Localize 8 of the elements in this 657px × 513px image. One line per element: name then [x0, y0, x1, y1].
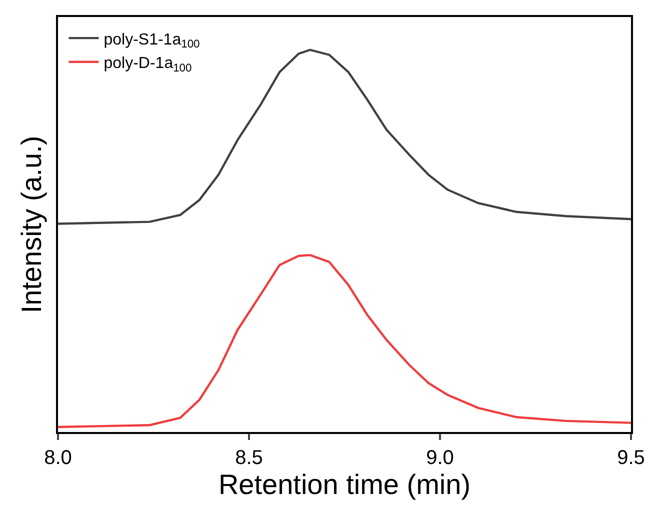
x-tick-label: 8.5 [235, 447, 263, 469]
x-tick-label: 9.5 [617, 447, 645, 469]
x-tick-label: 9.0 [426, 447, 454, 469]
legend-label: poly-S1-1a$_{100}$ [104, 31, 200, 51]
y-axis-title: Intensity (a.u.) [16, 136, 48, 314]
x-tick-label: 8.0 [44, 447, 72, 469]
legend-label: poly-D-1a$_{100}$ [104, 55, 192, 74]
x-axis-title: Retention time (min) [218, 469, 471, 500]
